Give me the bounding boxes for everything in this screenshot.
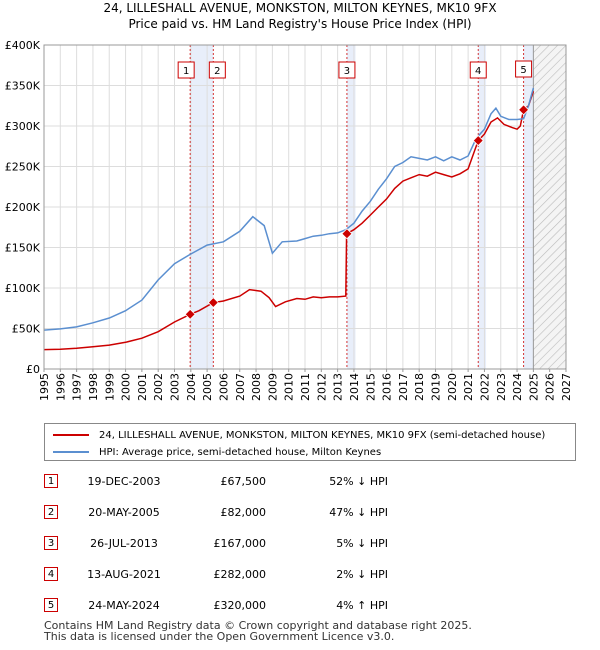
x-tick-label: 2023 (495, 373, 508, 401)
sale-number-label: 1 (183, 66, 189, 77)
y-tick-label: £350K (5, 80, 41, 93)
hpi-line (43, 87, 535, 331)
sale-hpi-diff: 52% ↓ HPI (329, 475, 388, 488)
x-tick-label: 2021 (462, 373, 475, 401)
x-tick-label: 2001 (136, 373, 149, 401)
x-tick-label: 2024 (511, 373, 524, 401)
title-line-2: Price paid vs. HM Land Registry's House … (128, 17, 472, 31)
sale-date: 19-DEC-2003 (87, 475, 161, 488)
sale-number-badge: 4 (44, 567, 58, 581)
table-row: 1 19-DEC-2003 £67,500 52% ↓ HPI (44, 474, 444, 490)
sale-number-box (515, 60, 533, 78)
x-tick-label: 2002 (152, 373, 165, 401)
y-tick-label: £300K (5, 120, 41, 133)
x-tick-label: 1997 (71, 373, 84, 401)
sale-number-label: 3 (344, 66, 350, 77)
y-tick-label: £200K (5, 201, 41, 214)
chart-legend: 24, LILLESHALL AVENUE, MONKSTON, MILTON … (44, 423, 576, 461)
sale-price: £320,000 (213, 599, 267, 612)
title-line-1: 24, LILLESHALL AVENUE, MONKSTON, MILTON … (103, 1, 497, 15)
x-tick-label: 2012 (315, 373, 328, 401)
sale-price: £282,000 (213, 568, 267, 581)
sale-number-box (177, 61, 195, 79)
sale-date: 13-AUG-2021 (87, 568, 161, 581)
legend-label-hpi: HPI: Average price, semi-detached house,… (99, 446, 382, 458)
sale-date: 20-MAY-2005 (88, 506, 160, 519)
y-tick-label: £50K (12, 323, 41, 336)
sale-number-box (338, 61, 356, 79)
x-tick-label: 2026 (544, 373, 557, 401)
sale-hpi-diff: 47% ↓ HPI (329, 506, 388, 519)
y-tick-label: £150K (5, 242, 41, 255)
sale-number-box (469, 61, 487, 79)
x-tick-label: 2019 (430, 373, 443, 401)
x-tick-label: 2000 (120, 373, 133, 401)
x-tick-label: 2011 (299, 373, 312, 401)
sale-hpi-diff: 5% ↓ HPI (336, 537, 388, 550)
legend-swatch-hpi (53, 451, 89, 453)
sale-number-badge: 3 (44, 536, 58, 550)
forecast-hatch (533, 45, 566, 369)
sale-date: 26-JUL-2013 (90, 537, 158, 550)
sale-number-box (208, 61, 226, 79)
x-tick-label: 2003 (169, 373, 182, 401)
x-tick-label: 2009 (266, 373, 279, 401)
legend-label-property: 24, LILLESHALL AVENUE, MONKSTON, MILTON … (99, 429, 546, 441)
x-tick-label: 1999 (103, 373, 116, 401)
y-tick-label: £100K (5, 282, 41, 295)
x-tick-label: 2007 (234, 373, 247, 401)
y-tick-label: £250K (5, 161, 41, 174)
sale-point (518, 104, 530, 116)
sale-point (184, 308, 196, 320)
legend-item-hpi: HPI: Average price, semi-detached house,… (53, 444, 381, 460)
sale-number-label: 5 (520, 65, 526, 76)
footer-attribution: Contains HM Land Registry data © Crown c… (44, 620, 472, 642)
sale-date: 24-MAY-2024 (88, 599, 160, 612)
price-chart: £0 £50K £100K £150K £200K £250K £300K £350K £400… (5, 39, 573, 401)
sale-point (472, 135, 484, 147)
x-tick-label: 2014 (348, 373, 361, 401)
x-tick-label: 2004 (185, 373, 198, 401)
table-row: 5 24-MAY-2024 £320,000 4% ↑ HPI (44, 598, 444, 614)
sale-number-badge: 2 (44, 505, 58, 519)
x-tick-label: 2015 (364, 373, 377, 401)
x-tick-label: 2020 (446, 373, 459, 401)
x-tick-label: 2006 (217, 373, 230, 401)
table-row: 3 26-JUL-2013 £167,000 5% ↓ HPI (44, 536, 444, 552)
sale-price: £67,500 (220, 475, 267, 488)
footer-line-1: Contains HM Land Registry data © Crown c… (44, 619, 472, 632)
x-tick-label: 2013 (332, 373, 345, 401)
y-tick-label: £0 (26, 363, 40, 376)
legend-swatch-property (53, 434, 89, 436)
x-tick-label: 2016 (381, 373, 394, 401)
table-row: 4 13-AUG-2021 £282,000 2% ↓ HPI (44, 567, 444, 583)
sale-number-label: 2 (214, 66, 220, 77)
table-row: 2 20-MAY-2005 £82,000 47% ↓ HPI (44, 505, 444, 521)
x-tick-label: 2017 (397, 373, 410, 401)
x-tick-label: 2027 (560, 373, 573, 401)
sale-hpi-diff: 2% ↓ HPI (336, 568, 388, 581)
x-tick-label: 2018 (413, 373, 426, 401)
sale-point (207, 297, 219, 309)
x-tick-label: 2010 (283, 373, 296, 401)
legend-item-property: 24, LILLESHALL AVENUE, MONKSTON, MILTON … (53, 427, 545, 443)
x-tick-label: 2008 (250, 373, 263, 401)
x-tick-label: 1996 (54, 373, 67, 401)
x-tick-label: 2025 (527, 373, 540, 401)
sale-price: £82,000 (220, 506, 267, 519)
sale-point (341, 228, 353, 240)
sale-hpi-diff: 4% ↑ HPI (336, 599, 388, 612)
sale-number-badge: 1 (44, 474, 58, 488)
x-tick-label: 1995 (38, 373, 51, 401)
sale-number-label: 4 (475, 66, 481, 77)
sale-price: £167,000 (213, 537, 267, 550)
chart-title: 24, LILLESHALL AVENUE, MONKSTON, MILTON … (0, 0, 600, 32)
x-tick-label: 2005 (201, 373, 214, 401)
sale-number-badge: 5 (44, 598, 58, 612)
y-tick-label: £400K (5, 39, 41, 52)
x-tick-label: 2022 (478, 373, 491, 401)
footer-line-2: This data is licensed under the Open Gov… (44, 630, 395, 643)
x-tick-label: 1998 (87, 373, 100, 401)
